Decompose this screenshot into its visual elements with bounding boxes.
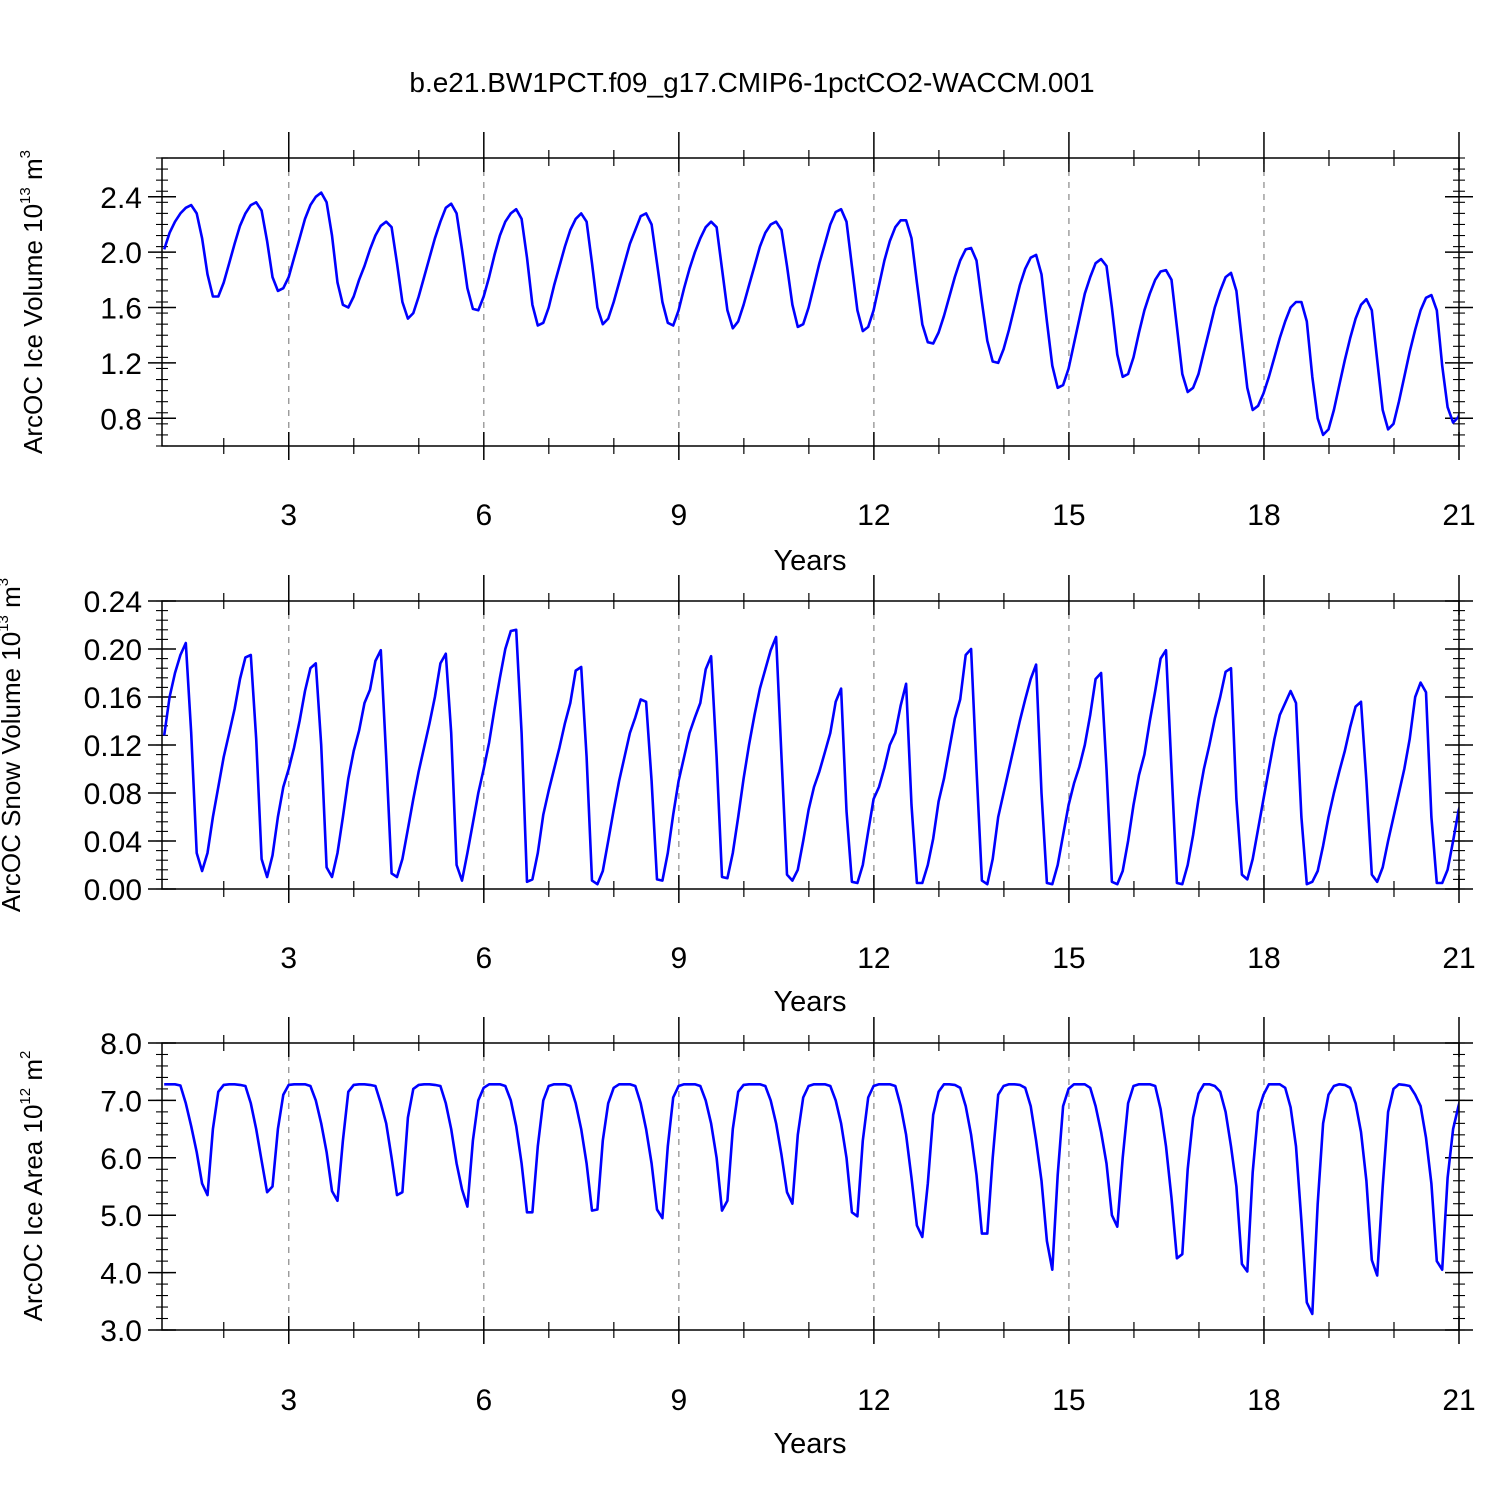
snow-volume-ytick-label: 0.08 bbox=[84, 778, 142, 811]
ice-volume-ytick-label: 2.0 bbox=[100, 237, 142, 270]
ice-area-xtick-labels: 3 6 9 12 15 18 21 bbox=[280, 1384, 1475, 1417]
panel-snow-volume: 0.00 0.04 0.08 0.12 0.16 0.20 0.24 3 6 9 12 15 18 21… bbox=[0, 575, 1476, 1018]
snow-volume-ytick-label: 0.20 bbox=[84, 634, 142, 667]
ice-volume-xlabel: Years bbox=[773, 545, 846, 577]
snow-volume-ytick-labels: 0.00 0.04 0.08 0.12 0.16 0.20 0.24 bbox=[84, 586, 142, 907]
ice-volume-ytick-label: 1.6 bbox=[100, 293, 142, 326]
ice-area-xlabel: Years bbox=[773, 1428, 846, 1460]
snow-volume-grid bbox=[288, 601, 1265, 889]
ice-volume-xtick-label: 9 bbox=[671, 499, 688, 532]
ice-volume-xtick-label: 6 bbox=[475, 499, 492, 532]
ice-volume-line bbox=[162, 191, 1459, 437]
snow-volume-frame bbox=[161, 600, 1460, 890]
ice-area-ytick-label: 4.0 bbox=[100, 1258, 142, 1291]
ice-area-frame bbox=[161, 1042, 1460, 1331]
ice-area-ytick-labels: 3.0 4.0 5.0 6.0 7.0 8.0 bbox=[100, 1028, 142, 1348]
snow-volume-ytick-label: 0.04 bbox=[84, 826, 142, 859]
snow-volume-xtick-label: 15 bbox=[1052, 942, 1085, 975]
ice-volume-xtick-label: 12 bbox=[857, 499, 890, 532]
ice-volume-xtick-label: 18 bbox=[1247, 499, 1280, 532]
figure-title: b.e21.BW1PCT.f09_g17.CMIP6-1pctCO2-WACCM… bbox=[409, 67, 1094, 98]
ice-area-ytick-label: 7.0 bbox=[100, 1085, 142, 1118]
ice-volume-xtick-label: 3 bbox=[280, 499, 297, 532]
snow-volume-xtick-label: 18 bbox=[1247, 942, 1280, 975]
ice-volume-ytick-labels: 0.8 1.2 1.6 2.0 2.4 bbox=[100, 182, 142, 437]
ice-area-xtick-label: 18 bbox=[1247, 1384, 1280, 1417]
ice-area-line bbox=[164, 1083, 1459, 1316]
ice-volume-ytick-label: 2.4 bbox=[100, 182, 142, 215]
snow-volume-xtick-label: 12 bbox=[857, 942, 890, 975]
ice-area-ytick-label: 5.0 bbox=[100, 1200, 142, 1233]
ice-area-xtick-label: 3 bbox=[280, 1384, 297, 1417]
ice-volume-line-group bbox=[162, 191, 1459, 437]
snow-volume-xtick-label: 9 bbox=[671, 942, 688, 975]
ice-area-ylabel: ArcOC Ice Area 1012 m2 bbox=[17, 1051, 48, 1322]
snow-volume-ylabel: ArcOC Snow Volume 1013 m3 bbox=[0, 578, 26, 912]
snow-volume-line-group bbox=[162, 628, 1459, 886]
ice-area-xtick-label: 6 bbox=[475, 1384, 492, 1417]
ice-volume-grid bbox=[288, 158, 1265, 446]
ice-area-xtick-label: 12 bbox=[857, 1384, 890, 1417]
ice-area-line-group bbox=[164, 1083, 1459, 1316]
ice-area-xtick-label: 9 bbox=[671, 1384, 688, 1417]
ice-area-ytick-label: 6.0 bbox=[100, 1143, 142, 1176]
ice-area-xtick-label: 15 bbox=[1052, 1384, 1085, 1417]
snow-volume-ytick-label: 0.00 bbox=[84, 874, 142, 907]
snow-volume-line bbox=[162, 628, 1459, 886]
ice-volume-ytick-label: 1.2 bbox=[100, 348, 142, 381]
snow-volume-xtick-labels: 3 6 9 12 15 18 21 bbox=[280, 942, 1475, 975]
snow-volume-ytick-label: 0.16 bbox=[84, 682, 142, 715]
snow-volume-xtick-label: 6 bbox=[475, 942, 492, 975]
ice-volume-xtick-label: 15 bbox=[1052, 499, 1085, 532]
snow-volume-xlabel: Years bbox=[773, 986, 846, 1018]
ice-volume-xtick-labels: 3 6 9 12 15 18 21 bbox=[280, 499, 1475, 532]
snow-volume-ytick-label: 0.24 bbox=[84, 586, 142, 619]
ice-area-ytick-label: 3.0 bbox=[100, 1315, 142, 1348]
ice-area-ytick-label: 8.0 bbox=[100, 1028, 142, 1061]
snow-volume-xtick-label: 21 bbox=[1442, 942, 1475, 975]
ice-volume-xtick-label: 21 bbox=[1442, 499, 1475, 532]
ice-area-xtick-label: 21 bbox=[1442, 1384, 1475, 1417]
ice-volume-frame bbox=[161, 157, 1460, 447]
snow-volume-xtick-label: 3 bbox=[280, 942, 297, 975]
ice-volume-ytick-label: 0.8 bbox=[100, 403, 142, 436]
panel-ice-volume: 0.8 1.2 1.6 2.0 2.4 3 6 9 12 15 18 21 Years ArcOC … bbox=[17, 132, 1476, 577]
ice-volume-ylabel: ArcOC Ice Volume 1013 m3 bbox=[17, 150, 48, 454]
panel-ice-area: 3.0 4.0 5.0 6.0 7.0 8.0 3 6 9 12 15 18 21 Years Arc… bbox=[17, 1017, 1476, 1460]
snow-volume-ytick-label: 0.12 bbox=[84, 730, 142, 763]
